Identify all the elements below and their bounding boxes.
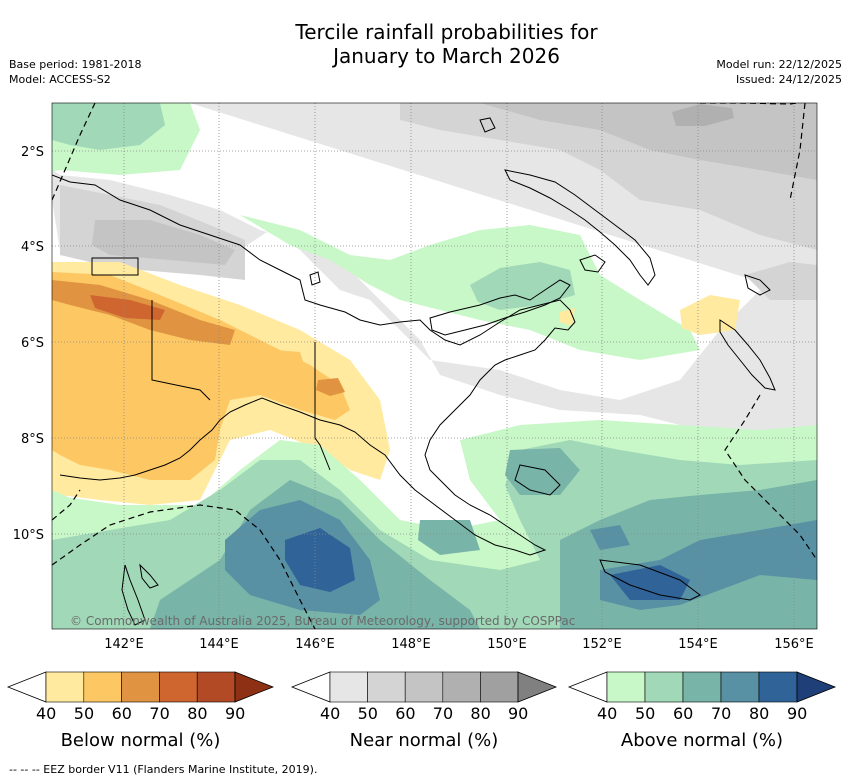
new-guinea-coast <box>52 174 576 556</box>
lat-label: 10°S <box>13 528 44 543</box>
colorbar-segment <box>404 671 444 703</box>
colorbar-segment <box>329 671 368 703</box>
colorbar-tick-label: 90 <box>225 704 246 723</box>
colorbar-segment <box>644 671 684 703</box>
lon-label: 148°E <box>391 637 431 652</box>
colorbar-max-arrow <box>517 671 558 703</box>
lat-label: 8°S <box>21 432 44 447</box>
copyright-text: © Commonwealth of Australia 2025, Bureau… <box>70 614 576 628</box>
model-run: Model run: 22/12/2025 <box>716 58 842 71</box>
colorbar-segment <box>367 671 406 703</box>
colorbar-segment <box>121 671 160 703</box>
lon-labels: 142°E 144°E 146°E 148°E 150°E 152°E 154°… <box>104 637 814 652</box>
lon-label: 144°E <box>199 637 239 652</box>
bougainville-coast <box>719 319 776 391</box>
colorbar-min-arrow <box>290 671 331 703</box>
chart-title: Tercile rainfall probabilities for Janua… <box>0 20 850 68</box>
colorbar-tick-label: 80 <box>470 704 491 723</box>
issued-date: Issued: 24/12/2025 <box>735 73 842 86</box>
colorbar-segment <box>45 671 85 703</box>
colorbar-tick-label: 70 <box>149 704 170 723</box>
map-frame <box>51 102 818 630</box>
lon-label: 146°E <box>295 637 335 652</box>
colorbar-max-arrow <box>796 671 837 703</box>
colorbar-segment <box>606 671 646 703</box>
colorbar-tick-label: 60 <box>673 704 694 723</box>
colorbar-segment <box>480 671 519 703</box>
new-ireland-coast <box>504 169 656 286</box>
coastlines <box>52 117 776 626</box>
near-normal-region <box>52 103 817 470</box>
colorbar-tick-label: 60 <box>395 704 416 723</box>
colorbar-segment <box>159 671 198 703</box>
lon-label: 156°E <box>774 637 814 652</box>
lon-label: 154°E <box>678 637 718 652</box>
lat-label: 2°S <box>21 145 44 160</box>
colorbar-segment <box>720 671 760 703</box>
colorbar-tick-label: 70 <box>432 704 454 723</box>
lon-label: 152°E <box>582 637 622 652</box>
colorbar-segment <box>682 671 722 703</box>
colorbar-tick-label: 70 <box>711 704 732 723</box>
colorbar-title: Above normal (%) <box>620 730 784 751</box>
colorbar-tick-label: 40 <box>320 704 341 723</box>
colorbar-title: Below normal (%) <box>60 730 221 751</box>
colorbar-tick-label: 80 <box>187 704 208 723</box>
lat-labels: 2°S 4°S 6°S 8°S 10°S <box>13 145 44 543</box>
eez-borders <box>52 103 817 629</box>
base-period: Base period: 1981-2018 <box>9 58 142 71</box>
probability-field <box>52 103 817 629</box>
colorbar-segment <box>83 671 122 703</box>
colorbar-tick-label: 80 <box>749 704 770 723</box>
colorbar-min-arrow <box>6 671 47 703</box>
colorbar-tick-label: 50 <box>635 704 656 723</box>
colorbar-segment <box>758 671 798 703</box>
gridlines <box>52 103 817 629</box>
model-name: Model: ACCESS-S2 <box>9 73 111 86</box>
meta-right: Model run: 22/12/2025 Issued: 24/12/2025 <box>716 57 842 87</box>
colorbar-tick-label: 50 <box>73 704 95 723</box>
colorbar-title: Near normal (%) <box>349 730 499 751</box>
colorbar-max-arrow <box>234 671 275 703</box>
colorbar-tick-label: 90 <box>508 704 529 723</box>
colorbars <box>6 671 837 703</box>
meta-left: Base period: 1981-2018 Model: ACCESS-S2 <box>9 57 141 87</box>
colorbar-segment <box>196 671 236 703</box>
png-indonesia-border <box>314 342 331 471</box>
borders <box>91 257 331 471</box>
lon-label: 150°E <box>487 637 527 652</box>
lat-label: 6°S <box>21 336 44 351</box>
colorbar-tick-label: 90 <box>787 704 808 723</box>
eez-footnote: -- -- -- EEZ border V11 (Flanders Marine… <box>9 763 318 776</box>
colorbar-tick-label: 50 <box>357 704 378 723</box>
lon-label: 142°E <box>104 637 144 652</box>
lat-label: 4°S <box>21 240 44 255</box>
colorbar-segment <box>442 671 481 703</box>
colorbar-tick-label: 40 <box>36 704 57 723</box>
title-line-2: January to March 2026 <box>333 44 560 68</box>
new-britain-coast <box>429 279 571 336</box>
colorbar-tick-label: 60 <box>111 704 132 723</box>
colorbar-min-arrow <box>567 671 608 703</box>
title-line-1: Tercile rainfall probabilities for <box>295 20 598 44</box>
colorbar-tick-label: 40 <box>597 704 618 723</box>
